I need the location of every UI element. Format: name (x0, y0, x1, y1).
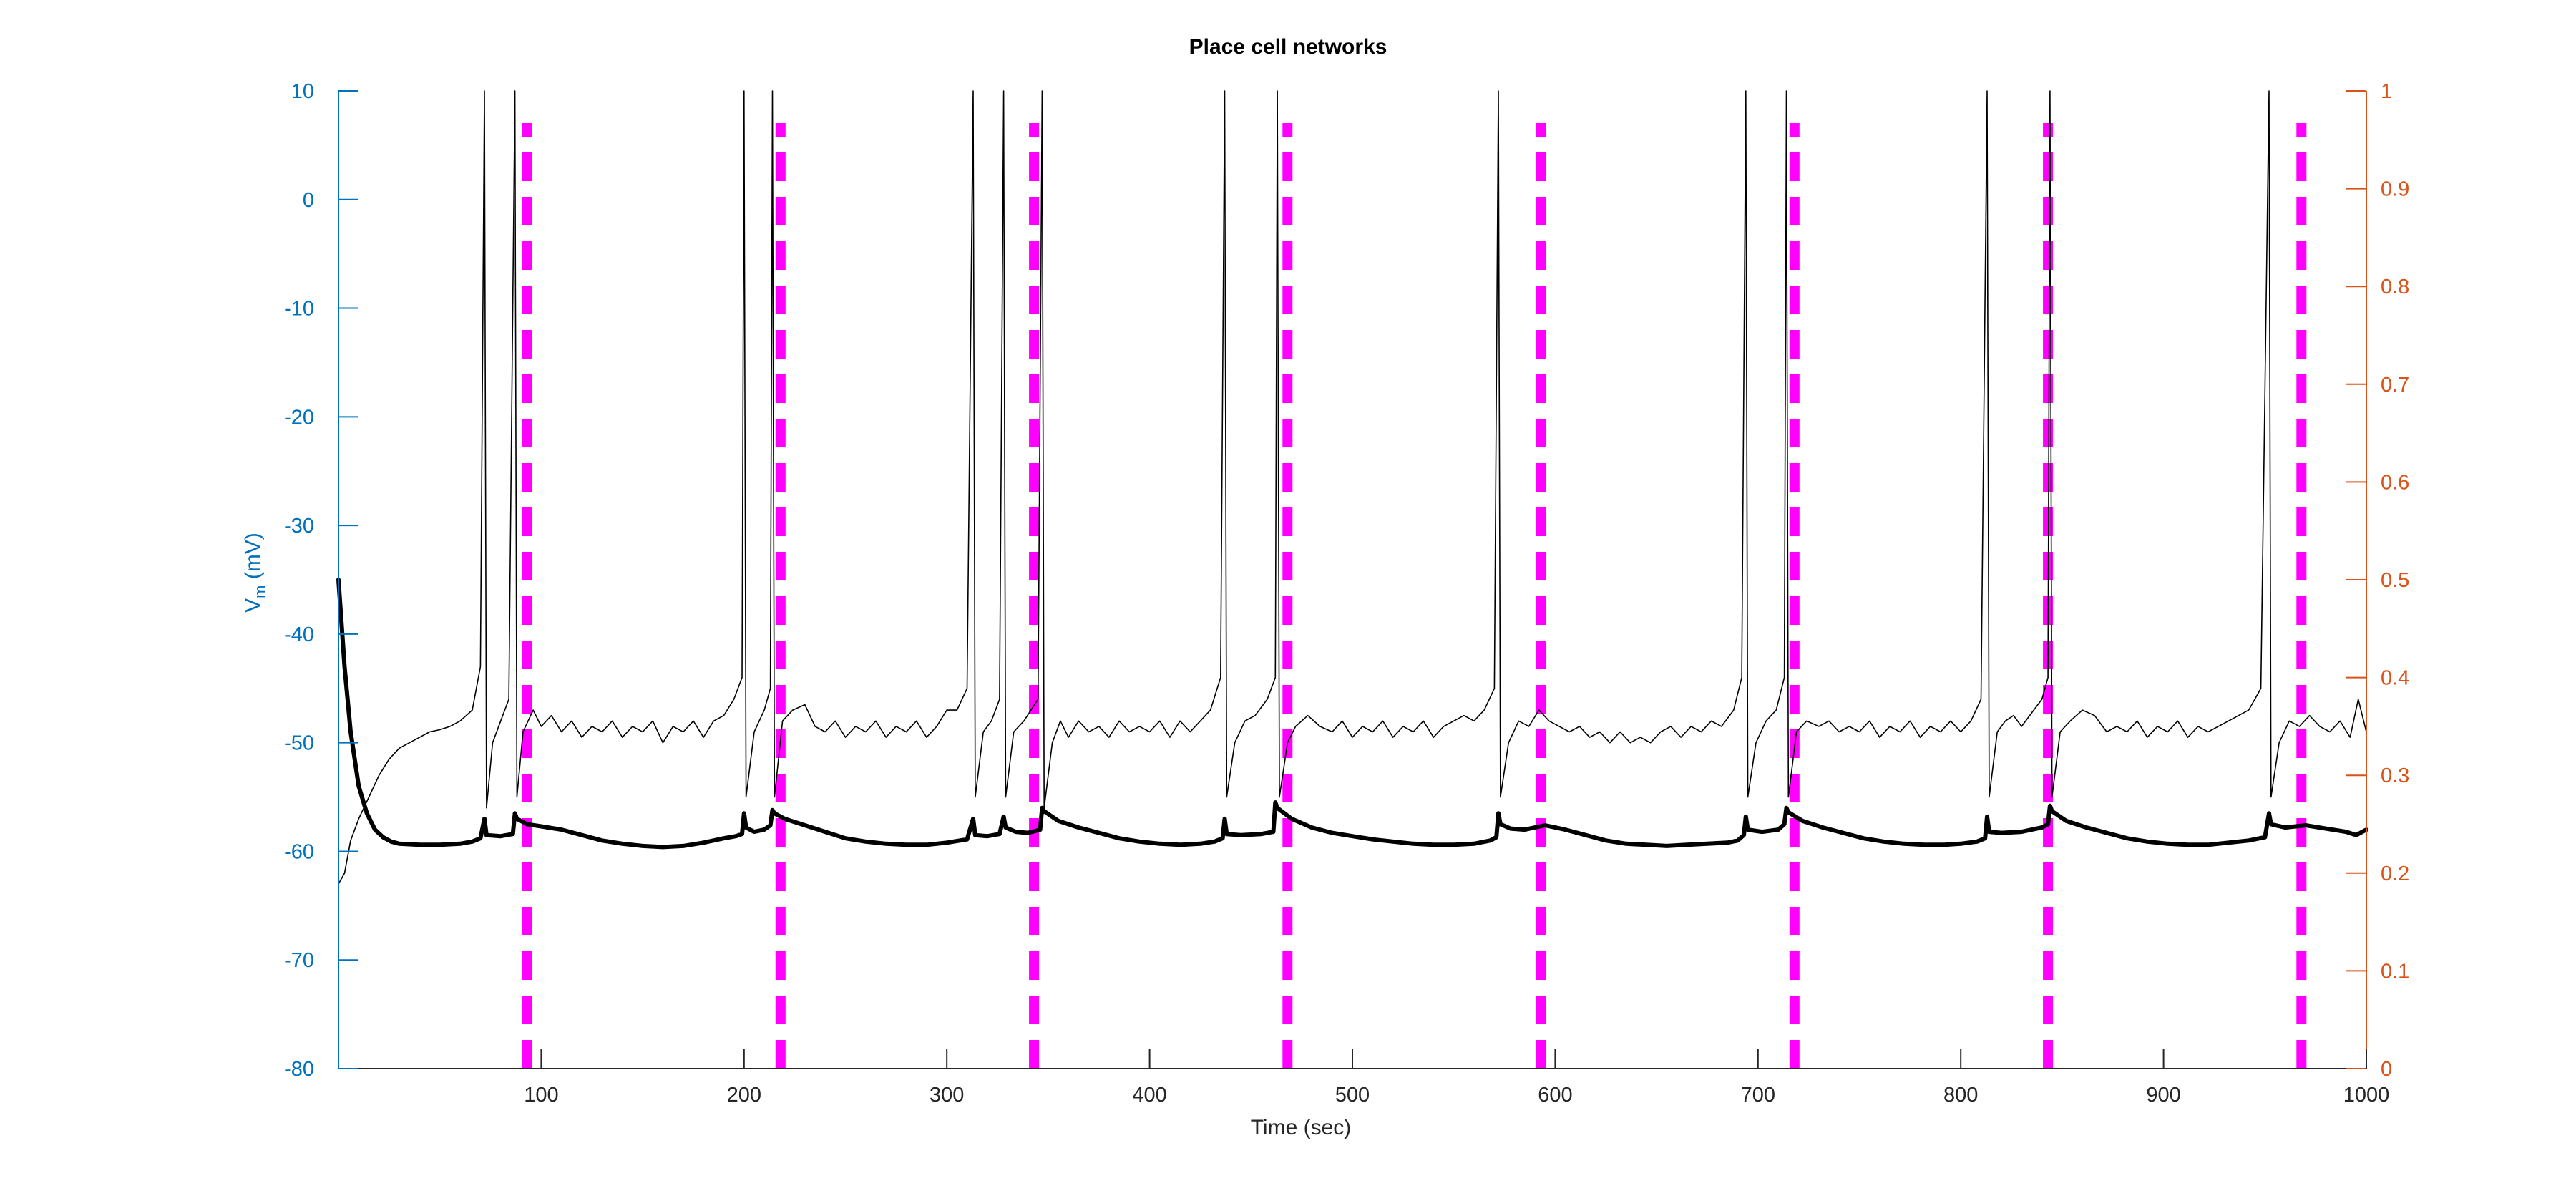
ylabel-sub: m (251, 585, 269, 598)
left-y-tick-label: -70 (284, 949, 314, 972)
right-y-ticks: 1 0.9 0.8 0.7 0.6 0.5 0.4 0.3 0.2 0.1 0 (2346, 80, 2409, 1081)
right-y-tick-label: 0.1 (2381, 960, 2409, 983)
left-y-tick-label: -20 (284, 406, 314, 429)
left-y-tick-label: -30 (284, 515, 314, 538)
membrane-potential-trace-line (338, 90, 2367, 885)
x-tick-label: 700 (1741, 1084, 1775, 1107)
place-field-markers (522, 123, 2307, 1069)
left-y-axis-label: Vm (mV) (241, 533, 269, 613)
x-tick-label: 100 (524, 1084, 558, 1107)
right-y-tick-label: 0.9 (2381, 178, 2409, 201)
x-tick-label: 200 (727, 1084, 761, 1107)
right-y-tick-label: 0.8 (2381, 276, 2409, 298)
right-y-tick-label: 0.3 (2381, 764, 2409, 787)
right-y-tick-label: 0 (2381, 1058, 2392, 1081)
x-tick-label: 900 (2146, 1084, 2180, 1107)
right-y-tick-label: 0.4 (2381, 667, 2409, 690)
left-y-ticks: 10 0 -10 -20 -30 -40 -50 -60 -70 -80 (284, 80, 358, 1081)
chart-title: Place cell networks (1189, 35, 1387, 59)
axes (338, 91, 2367, 1069)
left-y-tick-label: -50 (284, 732, 314, 755)
x-tick-label: 400 (1132, 1084, 1166, 1107)
x-axis-label: Time (sec) (1251, 1116, 1352, 1139)
x-ticks: 100 200 300 400 500 600 700 800 900 1000 (524, 1049, 2389, 1107)
ylabel-main: V (241, 598, 265, 613)
x-tick-label: 800 (1943, 1084, 1978, 1107)
x-tick-label: 500 (1335, 1084, 1370, 1107)
x-tick-label: 1000 (2343, 1084, 2390, 1107)
left-y-tick-label: -60 (284, 840, 314, 863)
series-layer (336, 90, 2368, 885)
left-y-tick-label: -40 (284, 623, 314, 646)
left-y-tick-label: 10 (291, 80, 314, 103)
x-tick-label: 300 (930, 1084, 964, 1107)
x-tick-label: 600 (1538, 1084, 1572, 1107)
right-y-tick-label: 0.5 (2381, 569, 2409, 592)
thick-trace-line (336, 578, 2368, 850)
right-y-tick-label: 1 (2381, 80, 2392, 103)
left-y-tick-label: 0 (303, 189, 314, 212)
ylabel-unit: (mV) (241, 533, 265, 585)
right-y-tick-label: 0.2 (2381, 862, 2409, 885)
left-y-tick-label: -80 (284, 1058, 314, 1081)
left-y-tick-label: -10 (284, 298, 314, 321)
right-y-tick-label: 0.7 (2381, 374, 2409, 397)
right-y-tick-label: 0.6 (2381, 471, 2409, 494)
